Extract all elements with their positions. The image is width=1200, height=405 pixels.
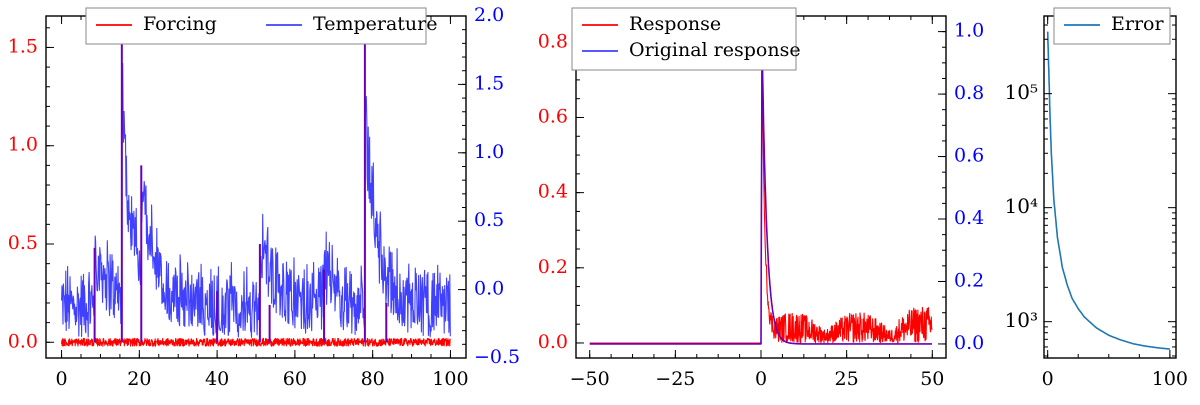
legend-frame [1053,7,1171,45]
y-left-tick-label: 1.0 [8,134,38,156]
x-tick-label: 100 [1152,368,1188,390]
original-response-series-line [589,37,933,345]
x-tick-label: 40 [205,368,229,390]
x-tick-label: 0 [755,368,767,390]
legend-label: Response [629,13,721,35]
x-tick-label: 80 [361,368,385,390]
y-left-tick-label: 0.6 [538,105,568,127]
x-tick-label: 100 [432,368,468,390]
legend-frame [85,7,427,45]
y-left-tick-label: 0.5 [8,232,38,254]
panel-middle: −50 −25 0 25 50 0.0 0.2 0.4 0.6 0.8 0.0 0.2 0.4 0.6 0.… [538,7,984,390]
x-tick-label: 60 [283,368,307,390]
x-tick-label: −50 [570,368,610,390]
x-tick-label: 0 [56,368,68,390]
y-right-tick-label: 0.5 [474,209,504,231]
legend-label: Forcing [143,13,217,35]
x-tick-label: 25 [835,368,859,390]
y-right-tick-label: 0.8 [954,82,984,104]
y-right-tick-label: 0.0 [474,278,504,300]
panel-left: 0 20 40 60 80 100 0.0 0.5 1.0 1.5 −0.5 0.0 0.5 1.0 1.5… [8,4,520,390]
y-left-tick-label: 0.0 [538,331,568,353]
legend-label: Original response [629,39,801,61]
y-right-tick-label: 0.4 [954,207,984,229]
y-right-tick-label: −0.5 [474,346,520,368]
x-tick-label: −25 [655,368,695,390]
temperature-series-line [61,62,451,338]
legend-label: Error [1111,13,1164,35]
y-tick-label: 10³ [1005,308,1038,332]
y-left-tick-label: 0.8 [538,30,568,52]
y-right-tick-label: 1.0 [474,141,504,163]
error-series-line [1046,31,1171,350]
y-right-tick-label: 2.0 [474,4,504,26]
y-right-tick-label: 1.0 [954,20,984,42]
x-tick-label: 0 [1042,368,1054,390]
legend-label: Temperature [313,13,437,35]
y-right-tick-label: 0.2 [954,269,984,291]
y-right-tick-label: 1.5 [474,72,504,94]
x-tick-label: 20 [127,368,151,390]
y-left-tick-label: 0.4 [538,181,568,203]
x-tick-label: 50 [920,368,944,390]
y-left-tick-label: 0.0 [8,330,38,352]
y-left-tick-label: 1.5 [8,35,38,57]
legend-frame [571,7,797,71]
panel-right: 0 100 10³ 10⁴ 10⁵ Error [1005,7,1188,390]
y-right-tick-label: 0.6 [954,145,984,167]
forcing-series-line [61,337,451,347]
y-right-tick-label: 0.0 [954,332,984,354]
y-tick-label: 10⁵ [1005,80,1038,104]
y-left-tick-label: 0.2 [538,256,568,278]
y-tick-label: 10⁴ [1005,194,1038,218]
